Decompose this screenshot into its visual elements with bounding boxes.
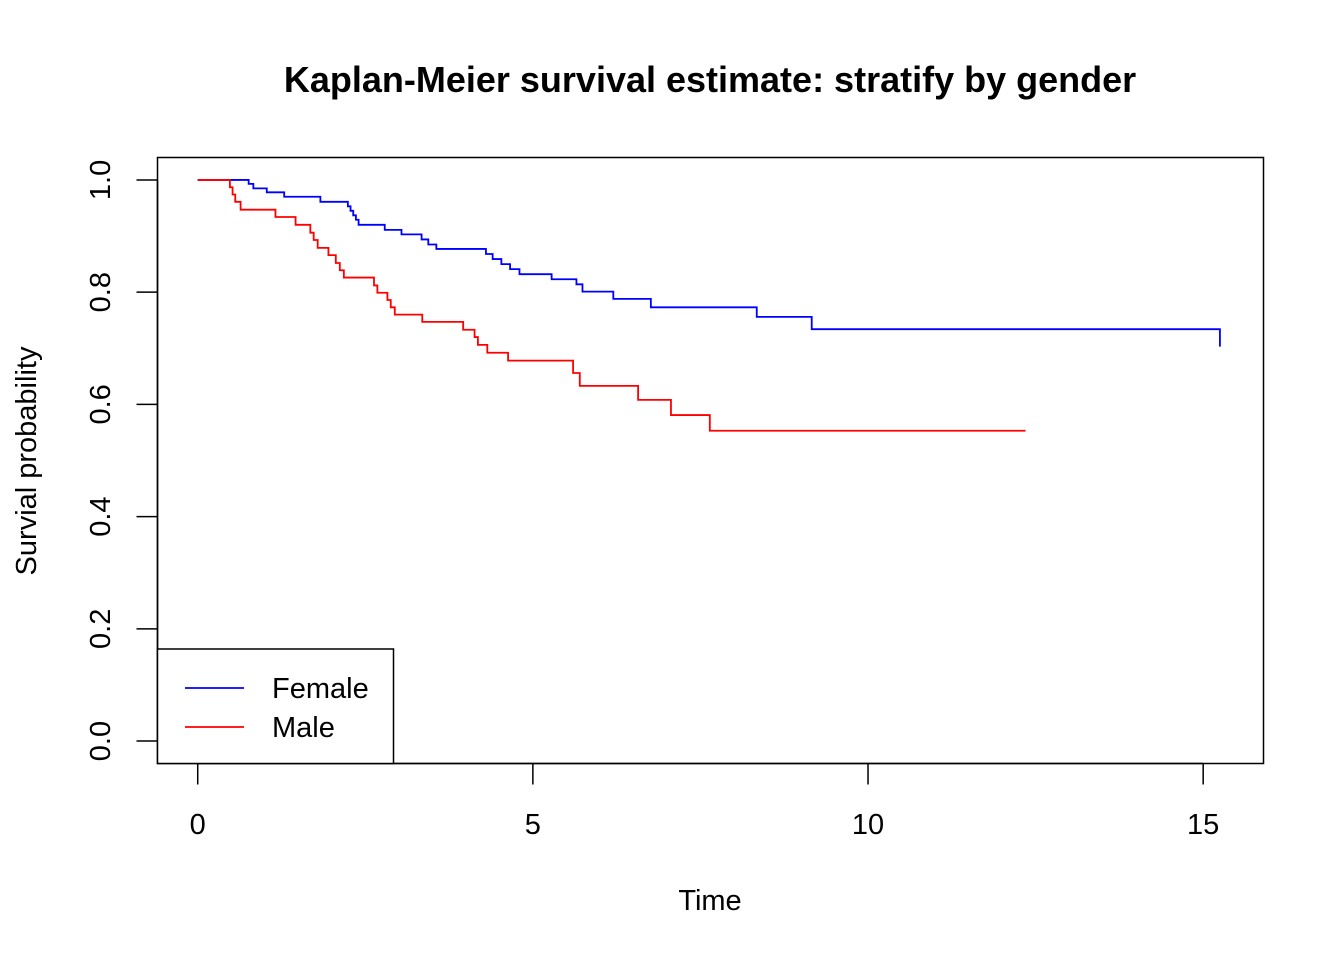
x-tick-label: 5 — [525, 809, 541, 841]
y-axis-label: Survial probability — [11, 346, 43, 575]
y-tick-label: 0.8 — [85, 272, 117, 312]
y-axis: 0.0 0.2 0.4 0.6 0.8 1.0 — [85, 160, 159, 761]
series-line-male — [197, 179, 1026, 432]
chart-title: Kaplan-Meier survival estimate: stratify… — [284, 59, 1136, 100]
legend-label-male: Male — [272, 712, 335, 744]
y-tick-label: 1.0 — [85, 160, 117, 200]
x-axis-label: Time — [678, 885, 741, 917]
y-tick-label: 0.2 — [85, 609, 117, 649]
x-tick-label: 0 — [190, 809, 206, 841]
legend-label-female: Female — [272, 673, 369, 705]
x-tick-label: 10 — [852, 809, 884, 841]
series-layer — [197, 179, 1221, 432]
x-tick-label: 15 — [1187, 809, 1219, 841]
y-tick-label: 0.0 — [85, 721, 117, 761]
y-tick-label: 0.6 — [85, 384, 117, 424]
legend: Female Male — [156, 648, 395, 765]
x-axis: 0 5 10 15 — [190, 762, 1219, 841]
legend-box — [156, 648, 395, 765]
series-line-female — [197, 179, 1221, 347]
y-tick-label: 0.4 — [85, 496, 117, 536]
